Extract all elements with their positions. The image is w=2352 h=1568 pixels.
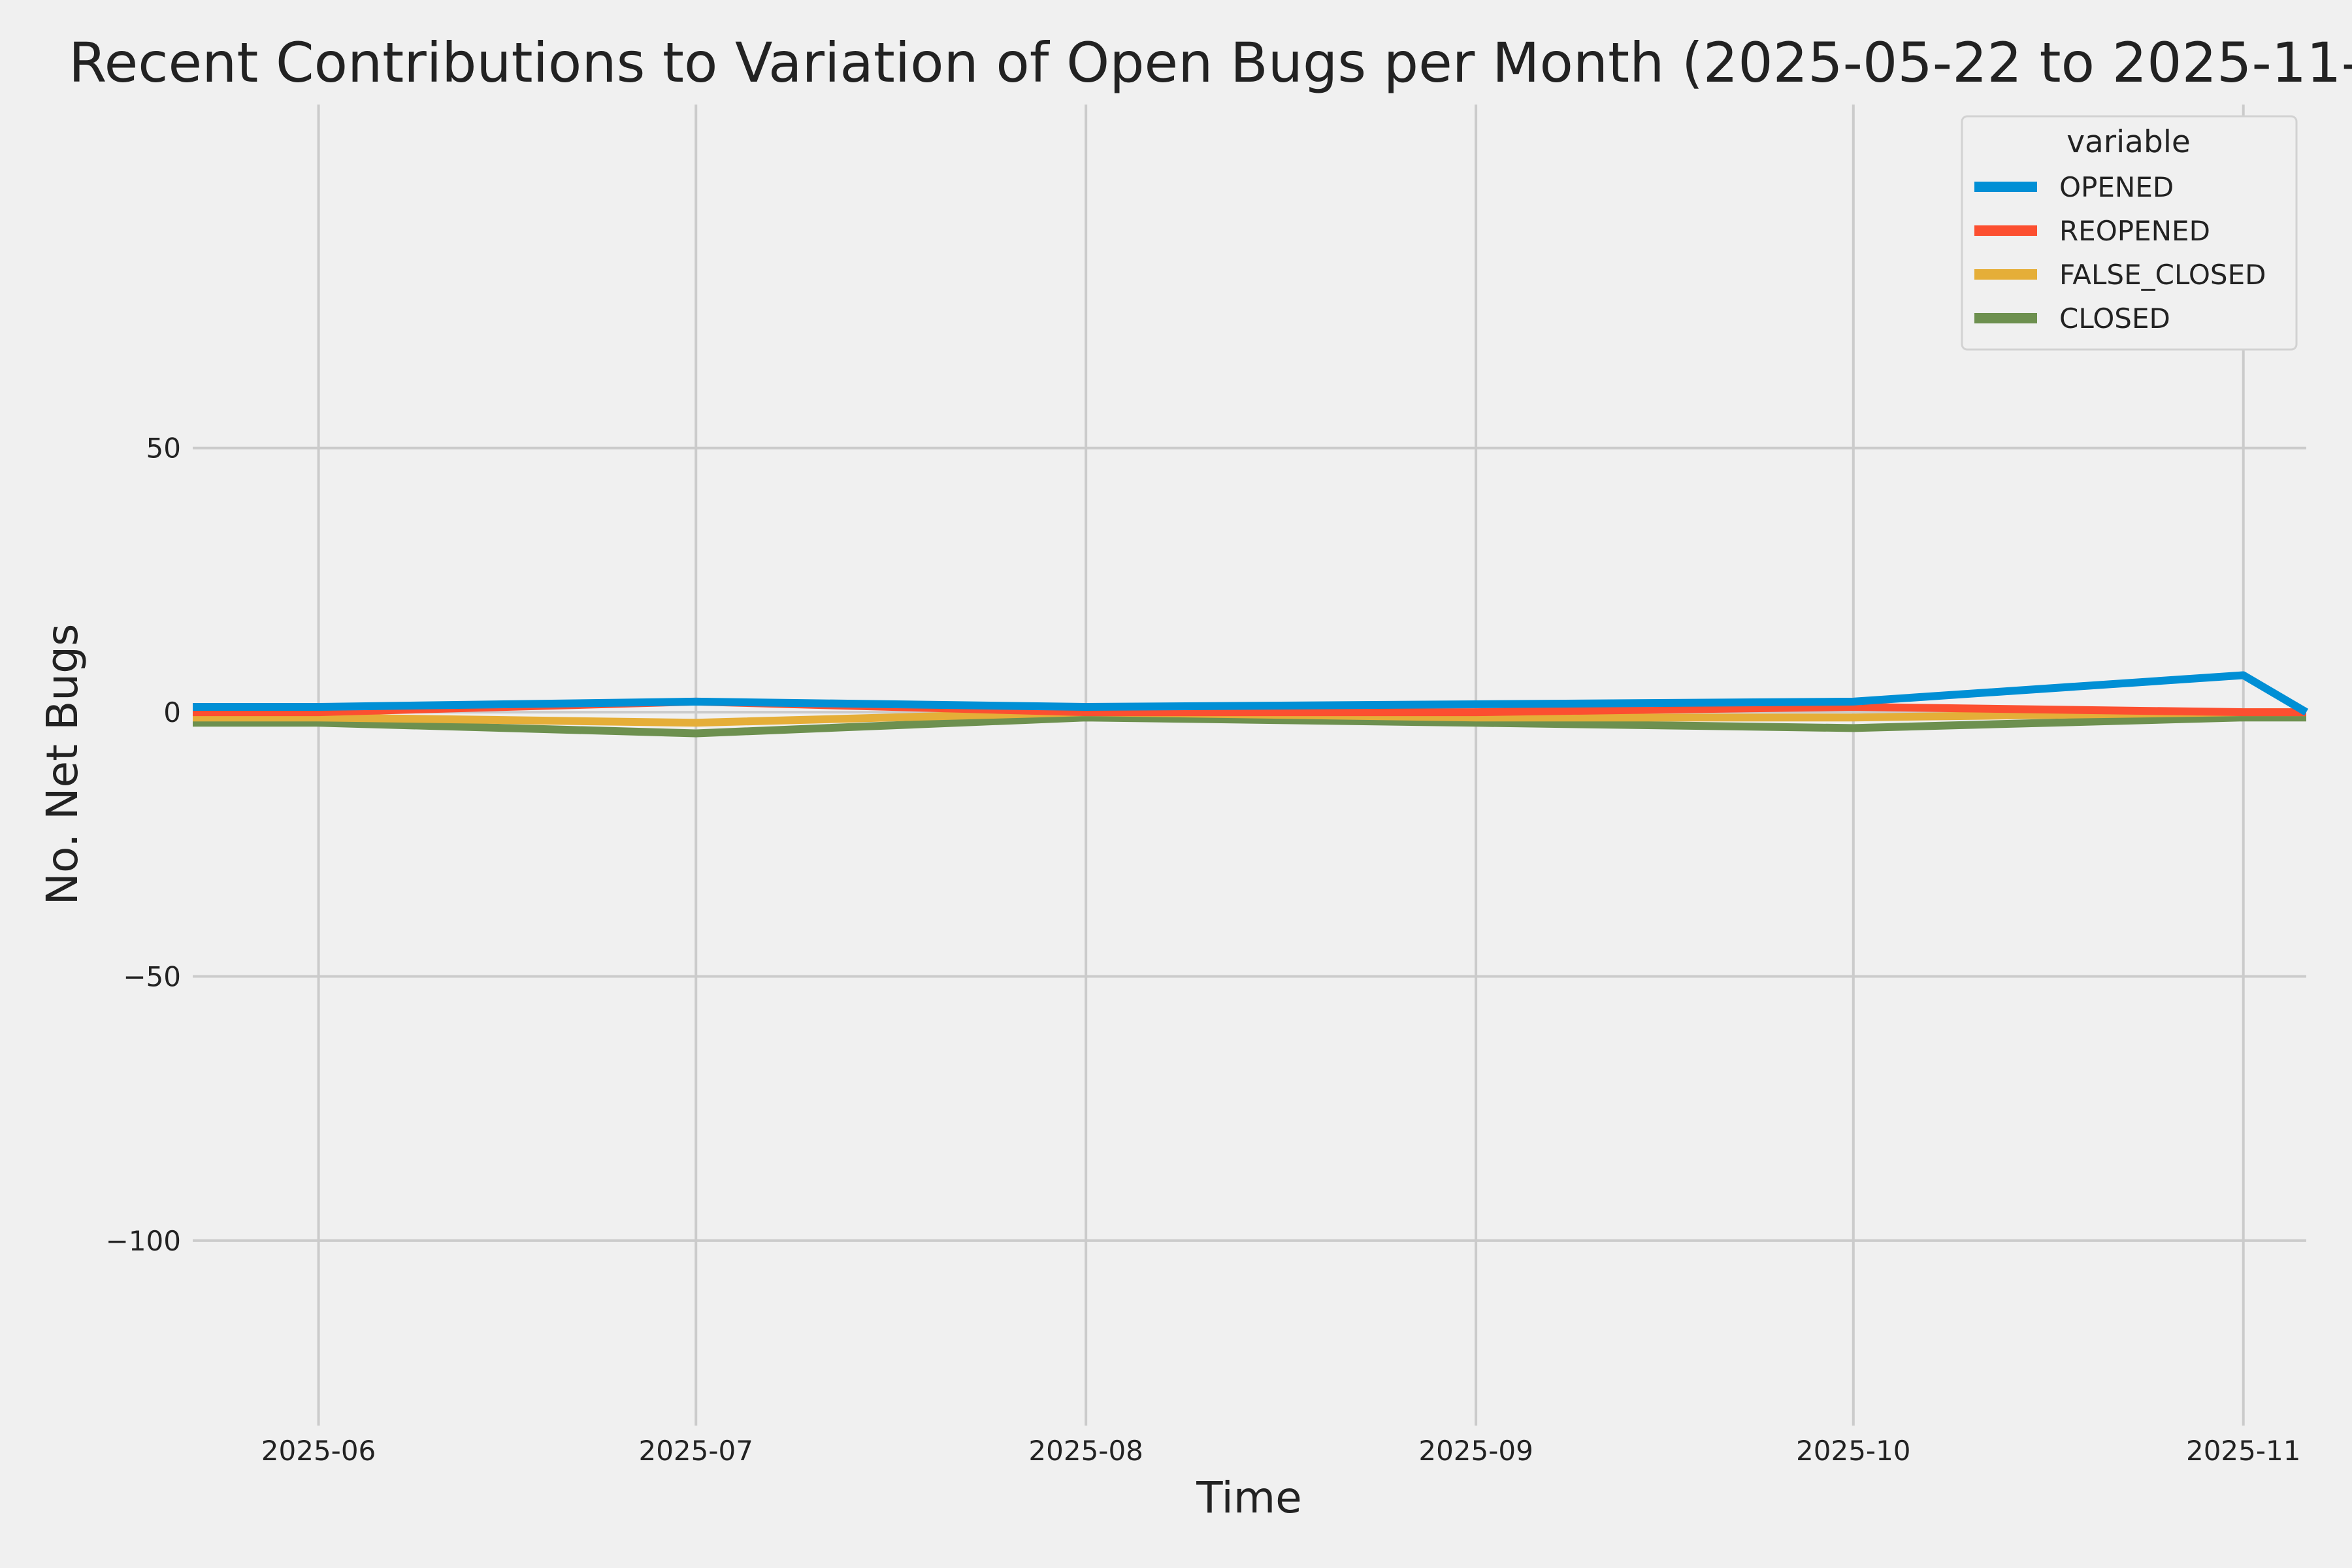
legend-title: variable xyxy=(2066,124,2191,160)
series-line-closed xyxy=(193,713,2306,738)
chart-title: Recent Contributions to Variation of Ope… xyxy=(69,31,2352,95)
x-tick-label-3: 2025-09 xyxy=(1418,1435,1533,1467)
legend-label-2: FALSE_CLOSED xyxy=(2059,259,2266,291)
x-tick-label-2: 2025-08 xyxy=(1028,1435,1143,1467)
legend-label-3: CLOSED xyxy=(2059,302,2170,335)
tick-labels: 50 0 −50 −100 2025-06 2025-07 2025-08 2025-09 20… xyxy=(106,433,2301,1467)
y-axis-label: No. Net Bugs xyxy=(37,624,88,906)
y-tick-label-0: 50 xyxy=(146,433,181,465)
y-tick-label-2: −50 xyxy=(123,961,181,993)
x-tick-label-4: 2025-10 xyxy=(1796,1435,1911,1467)
y-tick-label-1: 0 xyxy=(163,696,181,728)
legend-box xyxy=(1961,115,2298,351)
legend: variable OPENED REOPENED FALSE_CLOSED CLOSE… xyxy=(1961,115,2298,351)
x-tick-label-1: 2025-07 xyxy=(638,1435,753,1467)
series-line-opened xyxy=(193,671,2309,716)
series-line-reopened xyxy=(193,697,2306,717)
x-axis-label: Time xyxy=(1196,1473,1302,1523)
legend-label-1: REOPENED xyxy=(2059,215,2210,247)
x-tick-label-5: 2025-11 xyxy=(2186,1435,2301,1467)
series-lines xyxy=(193,671,2309,738)
y-tick-label-3: −100 xyxy=(106,1225,181,1257)
legend-items: OPENED REOPENED FALSE_CLOSED CLOSED xyxy=(1974,171,2266,335)
legend-label-0: OPENED xyxy=(2059,171,2174,203)
x-tick-label-0: 2025-06 xyxy=(261,1435,376,1467)
